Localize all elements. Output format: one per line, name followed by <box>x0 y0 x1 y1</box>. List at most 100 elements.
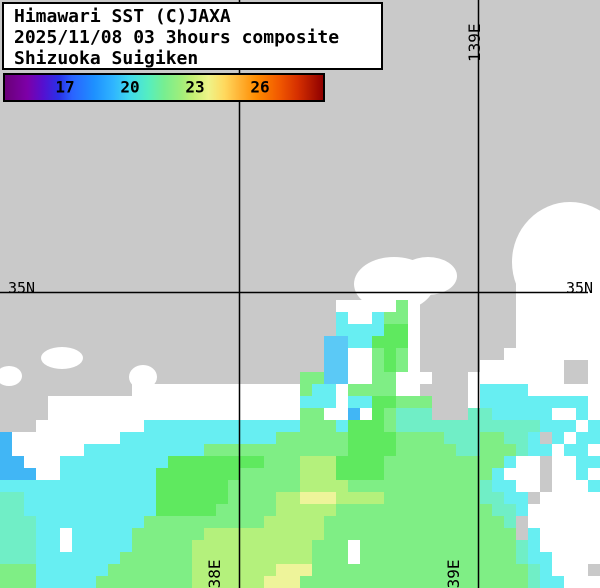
cloud-cell <box>552 444 564 456</box>
cloud-cell <box>324 408 348 420</box>
sst-cell <box>564 444 588 456</box>
sst-cell <box>300 468 336 480</box>
sst-cell <box>0 468 36 480</box>
cloud-cell <box>408 348 420 360</box>
sst-cell <box>468 408 492 420</box>
sst-cell <box>0 576 36 588</box>
cloud-cell <box>588 372 600 384</box>
sst-cell <box>348 408 360 420</box>
cloud-cell <box>588 360 600 372</box>
sst-cell <box>0 552 36 564</box>
cloud-cell <box>588 468 600 480</box>
cloud-cell <box>348 372 372 384</box>
sst-cell <box>300 408 324 420</box>
sst-cell <box>396 444 456 456</box>
longitude-label-139e-bottom: 139E <box>444 559 463 588</box>
sst-cell <box>396 348 408 360</box>
cloud-cell <box>528 516 600 528</box>
sst-cell <box>276 432 348 444</box>
sst-cell <box>120 552 192 564</box>
sst-cell <box>36 576 96 588</box>
sst-cell <box>348 396 372 408</box>
sst-cell <box>348 336 372 348</box>
title-box: Himawari SST (C)JAXA 2025/11/08 03 3hour… <box>2 2 383 70</box>
sst-cell <box>300 384 312 396</box>
land-cell <box>540 480 552 492</box>
cloud-cell <box>516 300 600 312</box>
cloud-cell <box>588 444 600 456</box>
sst-cell <box>336 420 348 432</box>
sst-cell <box>336 456 384 468</box>
sst-cell <box>192 576 264 588</box>
sst-cell <box>576 432 600 444</box>
sst-cell <box>576 408 588 420</box>
cloud-cell <box>336 384 348 396</box>
cloud-cell <box>516 324 600 336</box>
land-cell <box>540 468 552 480</box>
sst-cell <box>300 492 336 504</box>
cloud-cell <box>468 372 564 384</box>
cloud-cell <box>528 504 600 516</box>
sst-cell <box>336 504 492 516</box>
sst-cell <box>144 420 300 432</box>
sst-cell <box>348 420 384 432</box>
cloud-cell <box>516 456 540 468</box>
land-cell <box>528 492 540 504</box>
sst-cell <box>384 312 408 324</box>
sst-cell <box>480 480 492 492</box>
title-line-source: Himawari SST (C)JAXA <box>14 6 231 27</box>
sst-cell <box>456 444 480 456</box>
sst-cell <box>84 444 204 456</box>
land-cell <box>516 528 528 540</box>
sst-cell <box>36 552 120 564</box>
cloud-cell <box>12 432 120 444</box>
cloud-cell <box>48 396 300 408</box>
sst-cell <box>384 348 396 360</box>
sst-cell <box>504 516 516 528</box>
sst-cell <box>348 384 396 396</box>
sst-cell <box>36 516 144 528</box>
sst-cell <box>360 540 516 552</box>
cloud-cell <box>504 348 600 360</box>
latitude-label-left: 35N <box>8 279 36 297</box>
sst-cell <box>492 408 552 420</box>
cloud-cell <box>408 336 420 348</box>
cloud-cell <box>552 456 576 468</box>
cloud-cell <box>60 528 72 540</box>
sst-cell <box>324 336 348 348</box>
sst-cell <box>300 480 348 492</box>
cloud-cell <box>60 540 72 552</box>
cloud-cell <box>48 408 300 420</box>
sst-cell <box>384 360 396 372</box>
cloud-cell <box>12 444 84 456</box>
sst-cell <box>384 492 480 504</box>
cloud-shape <box>41 347 83 369</box>
sst-cell <box>156 492 228 504</box>
sst-cell <box>192 552 312 564</box>
sst-cell <box>156 504 216 516</box>
sst-cell <box>576 468 588 480</box>
sst-cell <box>216 504 276 516</box>
sst-cell <box>300 456 336 468</box>
sst-cell <box>72 528 132 540</box>
sst-cell <box>0 492 24 504</box>
sst-cell <box>384 420 396 432</box>
cloud-cell <box>36 420 144 432</box>
cloud-cell <box>468 396 480 408</box>
colorbar-tick-26: 26 <box>250 77 270 97</box>
sst-cell <box>516 540 528 552</box>
sst-cell <box>324 360 348 372</box>
title-line-datetime: 2025/11/08 03 3hours composite <box>14 27 340 48</box>
sst-cell <box>132 540 192 552</box>
sst-cell <box>312 552 348 564</box>
sst-cell <box>168 456 264 468</box>
sst-cell <box>300 420 336 432</box>
land-cell <box>564 360 588 372</box>
sst-cell <box>528 432 540 444</box>
sst-cell <box>300 372 324 384</box>
sst-cell <box>312 564 528 576</box>
cloud-cell <box>348 552 360 564</box>
sst-cell <box>504 432 528 444</box>
cloud-shape <box>129 365 157 389</box>
sst-cell <box>228 480 300 492</box>
